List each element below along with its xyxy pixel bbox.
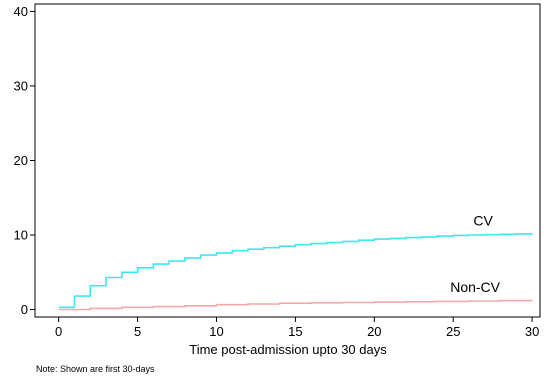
x-tick-label-25: 25: [446, 324, 460, 339]
y-tick-label-10: 10: [14, 228, 28, 243]
series-label-non-cv: Non-CV: [450, 279, 500, 295]
x-tick-label-15: 15: [288, 324, 302, 339]
x-tick-label-30: 30: [525, 324, 539, 339]
x-tick-label-0: 0: [55, 324, 62, 339]
chart-note: Note: Shown are first 30-days: [36, 364, 155, 374]
series-line-non-cv: [58, 299, 533, 311]
y-tick-label-20: 20: [14, 153, 28, 168]
plot-frame: [34, 3, 541, 318]
series-layer: CV Non-CV: [58, 213, 533, 311]
x-tick-label-20: 20: [367, 324, 381, 339]
x-tick-label-5: 5: [134, 324, 141, 339]
x-axis-title: Time post-admission upto 30 days: [189, 342, 387, 357]
x-tick-label-10: 10: [209, 324, 223, 339]
x-axis: 0 5 10 15 20 25 30: [55, 317, 539, 339]
y-tick-label-40: 40: [14, 4, 28, 19]
y-tick-label-0: 0: [21, 302, 28, 317]
series-line-cv: [58, 233, 533, 309]
series-label-cv: CV: [473, 213, 493, 229]
y-tick-label-30: 30: [14, 78, 28, 93]
y-axis: 0 10 20 30 40: [14, 4, 35, 317]
